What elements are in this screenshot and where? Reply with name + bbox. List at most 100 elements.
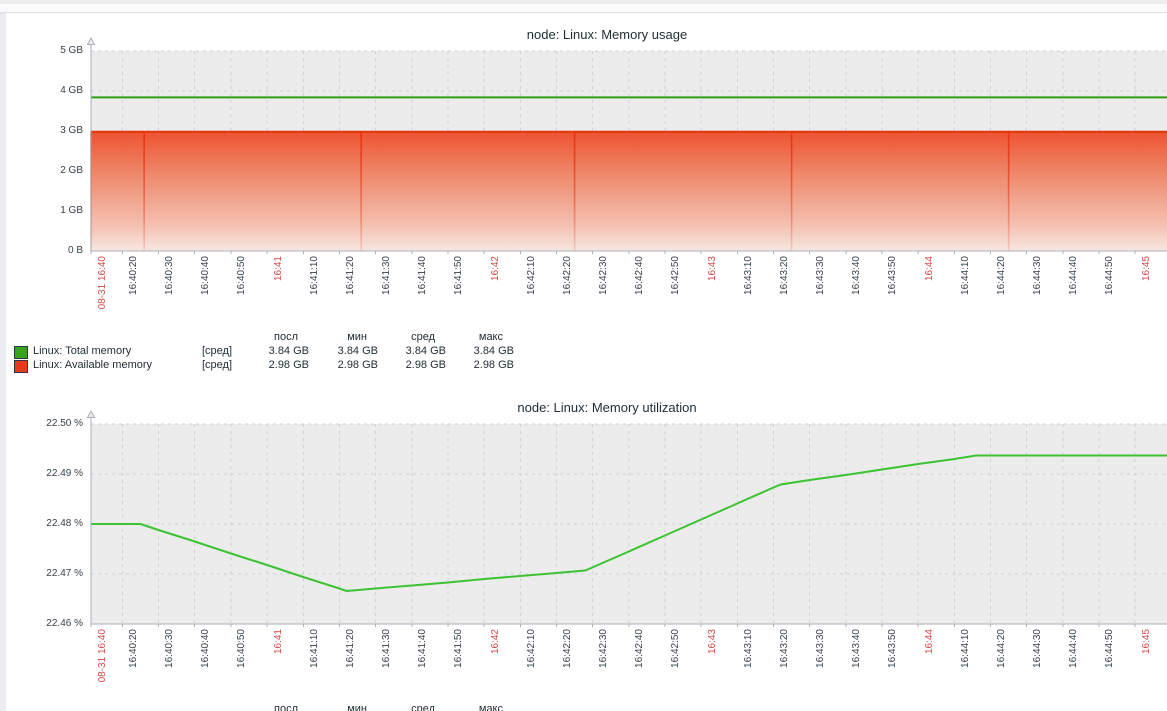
x-axis-label: 16:41:30 bbox=[381, 629, 393, 668]
x-axis-label: 16:44:40 bbox=[1068, 629, 1080, 668]
area-minute-stripe bbox=[143, 131, 145, 251]
legend-aggregation-func: [сред] bbox=[202, 345, 233, 357]
x-axis-label: 16:40:30 bbox=[164, 629, 176, 668]
x-axis-label: 16:44:10 bbox=[959, 256, 971, 295]
x-axis-label: 16:43:20 bbox=[778, 629, 790, 668]
legend-header: мин bbox=[347, 703, 367, 711]
x-axis-label: 16:41:50 bbox=[453, 256, 465, 295]
y-axis-label: 3 GB bbox=[60, 125, 83, 136]
x-axis-label: 16:44:50 bbox=[1104, 629, 1116, 668]
x-axis-label: 16:40:50 bbox=[236, 629, 248, 668]
x-axis-label: 16:43:30 bbox=[815, 629, 827, 668]
x-axis-label: 16:43:40 bbox=[851, 256, 863, 295]
x-axis-label: 16:43:50 bbox=[887, 256, 899, 295]
y-axis-label: 22.46 % bbox=[46, 618, 83, 629]
x-axis-label: 16:42:10 bbox=[525, 629, 537, 668]
x-axis-label: 16:43:40 bbox=[851, 629, 863, 668]
x-axis-label: 16:44:30 bbox=[1032, 256, 1044, 295]
x-axis-label: 16:42:50 bbox=[670, 629, 682, 668]
memory-usage-chart-title: node: Linux: Memory usage bbox=[526, 27, 688, 42]
x-axis-label: 16:42:30 bbox=[598, 256, 610, 295]
available-memory-area bbox=[91, 131, 1167, 251]
x-axis-label: 16:41:50 bbox=[453, 629, 465, 668]
x-axis-label: 16:40:40 bbox=[200, 629, 212, 668]
legend-header: посл bbox=[274, 703, 298, 711]
x-axis-label: 16:42 bbox=[489, 256, 501, 282]
x-axis-label: 16:42:20 bbox=[561, 256, 573, 295]
legend-series-name: Linux: Total memory bbox=[33, 345, 132, 357]
legend-value: 3.84 GB bbox=[473, 345, 514, 357]
legend-header: макс bbox=[478, 703, 503, 711]
area-minute-stripe bbox=[573, 131, 576, 251]
x-axis-label: 08-31 16:40 bbox=[96, 629, 108, 683]
x-axis-label: 16:40:40 bbox=[200, 256, 212, 295]
x-axis-label: 16:41:40 bbox=[417, 629, 429, 668]
x-axis-label: 16:42:40 bbox=[634, 629, 646, 668]
x-axis-label: 16:43 bbox=[706, 256, 718, 282]
legend-value: 2.98 GB bbox=[405, 359, 446, 371]
legend-swatch bbox=[14, 346, 28, 359]
area-minute-stripe bbox=[790, 131, 793, 251]
y-axis-label: 22.50 % bbox=[46, 418, 83, 429]
x-axis-label: 16:41:10 bbox=[308, 256, 320, 295]
x-axis-label: 16:41:20 bbox=[344, 256, 356, 295]
x-axis-label: 16:40:20 bbox=[127, 629, 139, 668]
legend-header: сред bbox=[411, 331, 435, 343]
area-minute-stripe bbox=[360, 131, 362, 251]
x-axis-label: 16:45 bbox=[1140, 629, 1152, 655]
x-axis-label: 16:40:50 bbox=[236, 256, 248, 295]
x-axis-label: 16:43:30 bbox=[815, 256, 827, 295]
x-axis-label: 16:44:30 bbox=[1032, 629, 1044, 668]
x-axis-label: 16:41:40 bbox=[417, 256, 429, 295]
x-axis-label: 16:43:50 bbox=[887, 629, 899, 668]
y-axis-label: 1 GB bbox=[60, 205, 83, 216]
y-axis-label: 5 GB bbox=[60, 45, 83, 56]
memory-utilization-chart-title: node: Linux: Memory utilization bbox=[517, 400, 697, 415]
x-axis-label: 16:43:10 bbox=[742, 629, 754, 668]
y-axis-label: 22.47 % bbox=[46, 568, 83, 579]
x-axis-label: 16:45 bbox=[1140, 256, 1152, 282]
x-axis-label: 16:42:50 bbox=[670, 256, 682, 295]
x-axis-label: 16:43:10 bbox=[742, 256, 754, 295]
legend-value: 3.84 GB bbox=[405, 345, 446, 357]
x-axis-label: 16:44:20 bbox=[995, 256, 1007, 295]
y-axis-label: 4 GB bbox=[60, 85, 83, 96]
x-axis-label: 16:42:20 bbox=[561, 629, 573, 668]
legend-aggregation-func: [сред] bbox=[202, 359, 233, 371]
x-axis-label: 16:41:30 bbox=[381, 256, 393, 295]
x-axis-label: 16:44:40 bbox=[1068, 256, 1080, 295]
y-axis-label: 2 GB bbox=[60, 165, 83, 176]
x-axis-label: 16:44 bbox=[923, 629, 935, 655]
legend-header: сред bbox=[411, 703, 435, 711]
x-axis-label: 16:42:10 bbox=[525, 256, 537, 295]
x-axis-label: 16:40:30 bbox=[164, 256, 176, 295]
x-axis-label: 16:41:20 bbox=[344, 629, 356, 668]
legend-value: 3.84 GB bbox=[337, 345, 378, 357]
x-axis-label: 16:44 bbox=[923, 256, 935, 282]
x-axis-label: 16:41:10 bbox=[308, 629, 320, 668]
x-axis-label: 16:41 bbox=[272, 629, 284, 655]
y-axis-label: 0 B bbox=[67, 245, 83, 256]
area-minute-stripe bbox=[1007, 131, 1010, 251]
legend-swatch bbox=[14, 360, 28, 373]
legend-value: 3.84 GB bbox=[268, 345, 309, 357]
x-axis-label: 16:41 bbox=[272, 256, 284, 282]
x-axis-label: 16:43 bbox=[706, 629, 718, 655]
top-strip-lower bbox=[0, 4, 1167, 12]
legend-series-name: Linux: Available memory bbox=[33, 359, 153, 371]
x-axis-label: 16:42 bbox=[489, 629, 501, 655]
x-axis-label: 16:42:40 bbox=[634, 256, 646, 295]
y-axis-arrow-icon bbox=[86, 409, 96, 418]
x-axis-label: 16:44:50 bbox=[1104, 256, 1116, 295]
x-axis-label: 16:40:20 bbox=[127, 256, 139, 295]
x-axis-label: 16:43:20 bbox=[778, 256, 790, 295]
legend-header: мин bbox=[347, 331, 367, 343]
legend-value: 2.98 GB bbox=[337, 359, 378, 371]
legend-header: посл bbox=[274, 331, 298, 343]
y-axis-arrow-icon bbox=[86, 36, 96, 45]
x-axis-label: 16:44:10 bbox=[959, 629, 971, 668]
legend-header: макс bbox=[478, 331, 503, 343]
